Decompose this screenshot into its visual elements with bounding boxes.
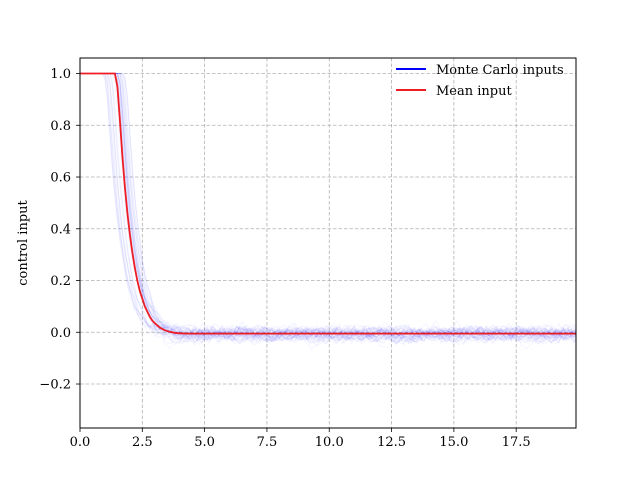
- monte-carlo-trajectory: [80, 73, 577, 345]
- y-tick-label: −0.2: [39, 378, 71, 393]
- monte-carlo-trajectory: [80, 73, 577, 346]
- plot-frame: [79, 57, 577, 429]
- x-tick-label: 7.5: [257, 435, 278, 450]
- y-tick-label: 1.0: [50, 67, 71, 82]
- monte-carlo-trajectory: [80, 73, 577, 342]
- monte-carlo-trajectory: [80, 73, 577, 344]
- monte-carlo-trajectory: [80, 73, 577, 347]
- y-tick-label: 0.4: [50, 222, 71, 237]
- monte-carlo-trajectory: [80, 73, 577, 343]
- monte-carlo-trajectory: [80, 73, 577, 346]
- monte-carlo-trajectory: [80, 73, 577, 346]
- x-tick-label: 5.0: [194, 435, 215, 450]
- monte-carlo-trajectory: [80, 73, 577, 342]
- mean-input-line: [80, 72, 576, 335]
- x-tick-label: 10.0: [315, 435, 344, 450]
- y-tick-label: 0.6: [50, 171, 71, 186]
- monte-carlo-trajectory: [80, 73, 577, 344]
- monte-carlo-trajectory: [80, 73, 577, 344]
- monte-carlo-trajectory: [80, 73, 577, 349]
- mean-input-layer: [80, 72, 576, 335]
- x-tick-label: 0.0: [70, 435, 91, 450]
- x-tick-label: 17.5: [502, 435, 531, 450]
- y-tick-label: 0.8: [50, 119, 71, 134]
- legend-label-mean-input: Mean input: [436, 84, 512, 99]
- y-tick-label: 0.0: [50, 326, 71, 341]
- x-tick-label: 15.0: [439, 435, 468, 450]
- x-tick-label: 2.5: [132, 435, 153, 450]
- monte-carlo-trajectory: [80, 73, 577, 343]
- monte-carlo-trajectory: [80, 73, 577, 345]
- grid-layer: [79, 58, 576, 428]
- legend: Monte Carlo inputs Mean input: [396, 63, 564, 99]
- x-tick-label: 12.5: [377, 435, 406, 450]
- monte-carlo-trajectory: [80, 73, 577, 345]
- monte-carlo-trajectory: [80, 73, 577, 350]
- monte-carlo-trajectory: [80, 73, 577, 343]
- y-axis-label: control input: [16, 199, 31, 285]
- monte-carlo-trajectory: [80, 73, 577, 344]
- monte-carlo-trajectory: [80, 73, 577, 345]
- y-tick-label: 0.2: [50, 274, 71, 289]
- tick-layer: 0.0 2.5 5.0 7.5 10.0 12.5 15.0 17.5 1.0 0.8 0.6 0.4…: [39, 67, 530, 450]
- monte-carlo-trajectory: [80, 73, 577, 344]
- monte-carlo-trajectory: [80, 73, 577, 346]
- legend-label-monte-carlo: Monte Carlo inputs: [436, 63, 564, 78]
- monte-carlo-trajectory: [80, 73, 577, 345]
